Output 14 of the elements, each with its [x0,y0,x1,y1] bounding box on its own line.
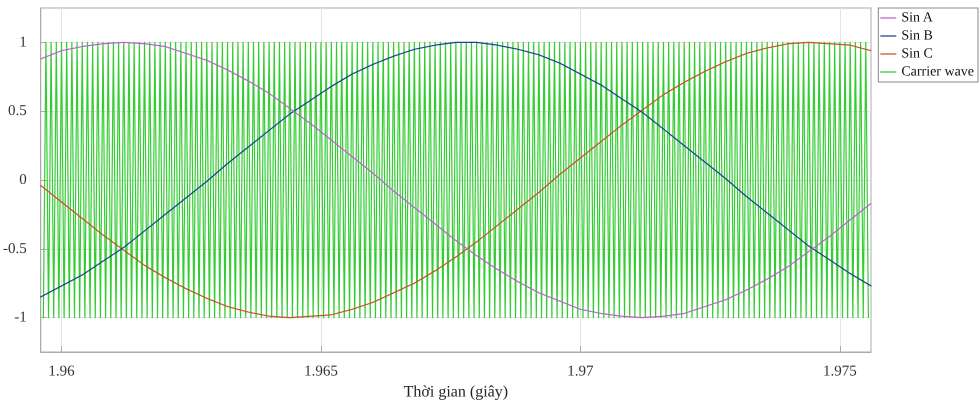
y-tick-label: 0 [19,172,27,188]
y-tick-label: 0.5 [8,103,27,120]
legend-label: Sin A [901,10,934,26]
y-tick-label: -0.5 [2,240,27,257]
y-tick-label: 1 [19,34,27,50]
x-tick-label: 1.96 [48,364,76,380]
legend-label: Sin C [901,46,933,62]
x-tick-label: 1.975 [822,364,857,380]
x-tick-label: 1.965 [304,364,338,380]
legend-label: Sin B [901,28,933,44]
x-tick-label: 1.97 [567,364,594,380]
x-axis-title: Thời gian (giây) [404,384,508,400]
legend-label: Carrier wave [901,64,974,80]
y-tick-label: -1 [14,310,27,326]
